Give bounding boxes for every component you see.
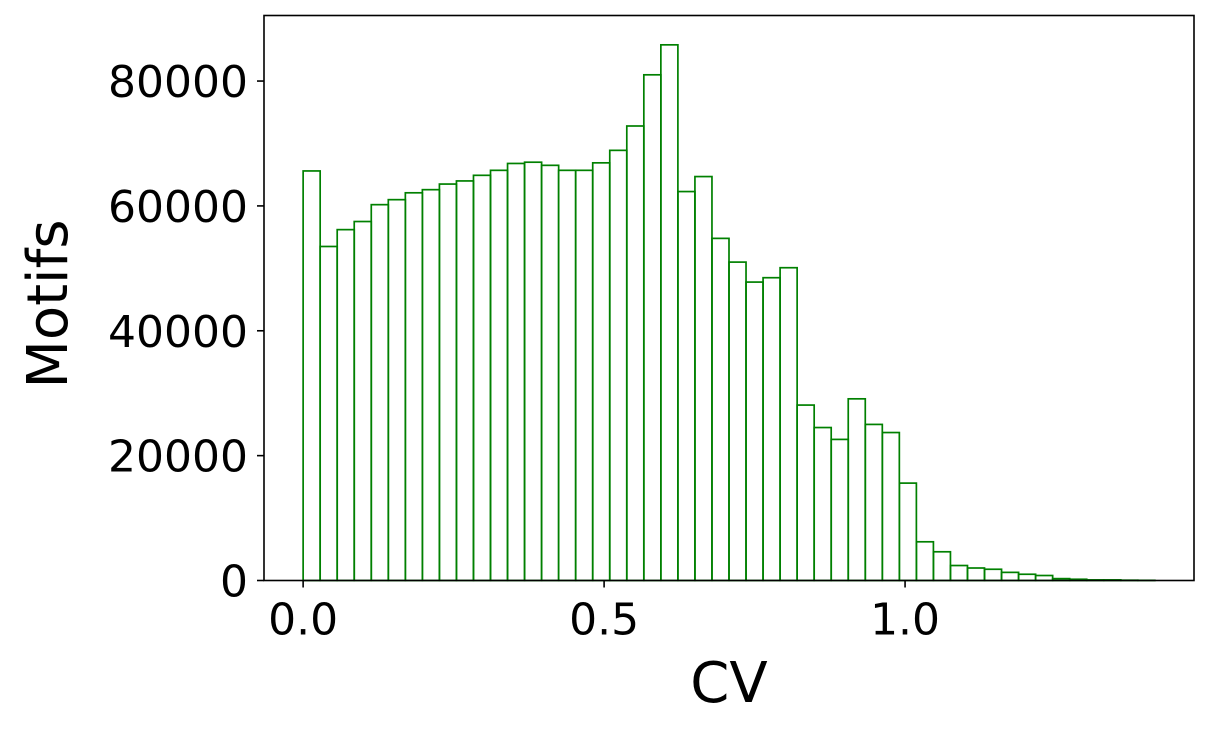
- histogram-bar: [336, 228, 356, 582]
- histogram-bar: [472, 174, 492, 582]
- histogram-bar: [847, 397, 867, 582]
- histogram-bar: [506, 162, 526, 582]
- histogram-bar: [421, 188, 441, 582]
- histogram-bar: [728, 261, 747, 582]
- histogram-bar: [591, 161, 611, 582]
- histogram-bar: [353, 220, 373, 582]
- bars-group: [302, 43, 1156, 582]
- x-tick-label: 0.5: [569, 595, 639, 646]
- y-ticks-group: 0 20000 40000 60000 80000: [108, 57, 264, 608]
- y-axis-title: Motifs: [16, 220, 81, 389]
- histogram-bar: [779, 266, 798, 582]
- histogram-bar: [966, 567, 986, 582]
- x-tick-label: 1.0: [870, 595, 940, 646]
- histogram-bar: [762, 276, 781, 582]
- histogram-bar: [574, 169, 594, 582]
- histogram-bar: [898, 482, 918, 582]
- histogram-bar: [489, 169, 509, 582]
- histogram-bar: [711, 237, 730, 582]
- histogram-bar: [540, 164, 560, 582]
- y-tick-label: 20000: [108, 432, 248, 483]
- histogram-bar: [813, 426, 833, 582]
- histogram-bar: [830, 438, 850, 582]
- y-tick-label: 40000: [108, 307, 248, 358]
- histogram-bar: [932, 550, 952, 582]
- histogram-bar: [1017, 573, 1037, 582]
- histogram-bar: [387, 198, 407, 582]
- histogram-bar: [625, 125, 645, 582]
- histogram-bar: [608, 149, 628, 582]
- y-tick-label: 60000: [108, 182, 248, 233]
- histogram-bar: [319, 245, 339, 582]
- histogram-bar: [438, 183, 458, 582]
- histogram-bar: [404, 191, 424, 582]
- histogram-bar: [370, 203, 390, 582]
- plot-frame: [263, 14, 1195, 582]
- histogram-bar: [660, 43, 679, 582]
- histogram-bar: [1000, 571, 1020, 582]
- histogram-bar: [949, 564, 969, 582]
- histogram-bar: [745, 281, 764, 582]
- x-tick-label: 0.0: [268, 595, 338, 646]
- histogram-bar: [796, 404, 816, 582]
- histogram-bar: [694, 175, 713, 582]
- histogram-bar: [881, 431, 901, 582]
- histogram-bar: [455, 180, 475, 582]
- x-axis-title: CV: [690, 651, 767, 716]
- x-ticks-group: 0.0 0.5 1.0: [268, 580, 940, 646]
- histogram-bar: [677, 190, 696, 582]
- histogram-bar: [302, 170, 322, 582]
- histogram-bar: [523, 161, 543, 582]
- histogram-bar: [642, 73, 662, 582]
- histogram-bar: [915, 540, 935, 582]
- histogram-bar: [557, 169, 577, 582]
- histogram-bar: [864, 423, 884, 582]
- histogram-bar: [983, 568, 1003, 582]
- y-tick-label: 0: [220, 557, 248, 608]
- y-tick-label: 80000: [108, 57, 248, 108]
